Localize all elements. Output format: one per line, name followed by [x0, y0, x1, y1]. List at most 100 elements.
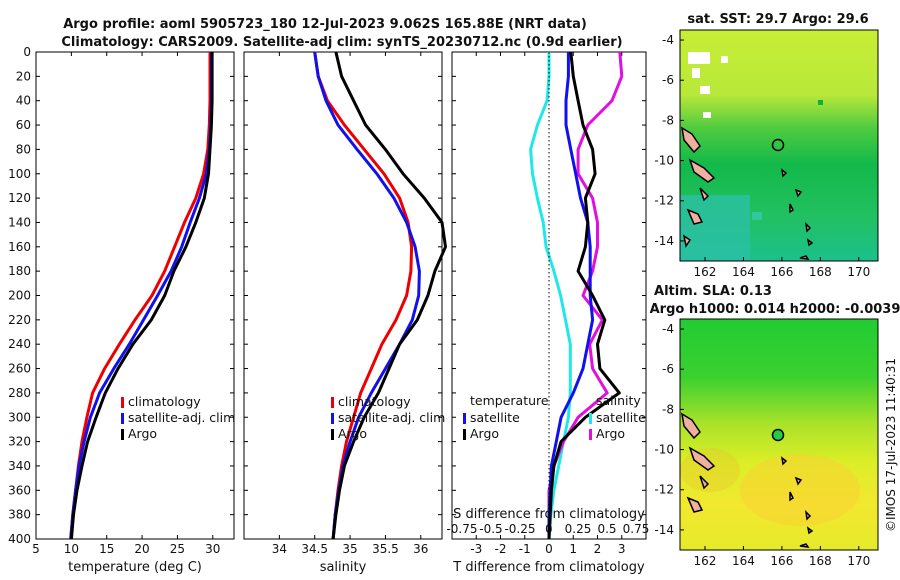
difference-legend: temperature satellite Argo salinity sate… [463, 393, 646, 441]
map-x-tick-label: 166 [770, 265, 793, 279]
legend-climatology: climatology [338, 394, 411, 409]
legend-swatch-t-satellite [463, 413, 466, 424]
x-tick-label: 3 [618, 542, 626, 556]
sla-map-title1: Altim. SLA: 0.13 [654, 284, 772, 299]
temperature-line-1 [69, 52, 213, 540]
map-x-tick-label: 164 [732, 554, 755, 568]
y-tick-label: 280 [8, 386, 31, 400]
legend-swatch-climatology [121, 397, 124, 408]
sdiff-xlabel: S difference from climatology [453, 507, 645, 522]
temperature-line-2 [69, 52, 214, 540]
x-tick-label: 0 [545, 542, 553, 556]
y-tick-label: 140 [8, 215, 31, 229]
temperature-axes [35, 51, 235, 540]
sdiff-tick-label: 0.75 [623, 522, 650, 536]
salinity-line-1 [313, 51, 421, 540]
temperature-xlabel: temperature (deg C) [68, 560, 202, 575]
y-tick-label: 20 [16, 69, 31, 83]
map-y-tick-label: -4 [662, 322, 674, 336]
x-tick-label: 35.5 [372, 542, 399, 556]
legend-t-satellite: satellite [470, 410, 520, 425]
legend-swatch-argo [331, 429, 334, 440]
x-tick-label: -1 [519, 542, 531, 556]
map-x-tick-label: 162 [694, 554, 717, 568]
x-tick-label: 30 [205, 542, 220, 556]
legend-temperature-title: temperature [470, 393, 549, 408]
tdiff-argo-line [547, 51, 621, 540]
credit-text: ©IMOS 17-Jul-2023 11:40:31 [884, 358, 898, 532]
salinity-line-2 [331, 51, 447, 540]
argo-position-marker [771, 138, 785, 152]
salinity-xlabel: salinity [320, 560, 367, 575]
tdiff-satellite-line [547, 52, 595, 539]
legend-swatch-s-argo [589, 429, 592, 440]
legend-salinity-title: salinity [596, 393, 641, 408]
argo-position-marker [771, 428, 785, 442]
y-tick-label: 360 [8, 483, 31, 497]
legend-s-satellite: satellite [596, 410, 646, 425]
x-tick-label: 1 [569, 542, 577, 556]
y-tick-label: 260 [8, 362, 31, 376]
map-y-tick-label: -10 [654, 154, 674, 168]
x-tick-label: 36 [413, 542, 428, 556]
y-tick-label: 400 [8, 532, 31, 546]
map-y-tick-label: -12 [654, 483, 674, 497]
map-x-tick-label: 168 [809, 554, 832, 568]
map-x-tick-label: 168 [809, 265, 832, 279]
sdiff-tick-label: 0.5 [597, 522, 616, 536]
y-tick-label: 220 [8, 313, 31, 327]
sst-map [680, 30, 878, 261]
y-tick-label: 80 [16, 142, 31, 156]
sdiff-tick-label: -0.75 [446, 522, 477, 536]
map-y-tick-label: -8 [662, 402, 674, 416]
map-x-tick-label: 162 [694, 265, 717, 279]
y-tick-label: 300 [8, 410, 31, 424]
legend-t-argo: Argo [470, 426, 499, 441]
sla-map [680, 319, 878, 550]
x-tick-label: -2 [495, 542, 507, 556]
sla-map-title2: Argo h1000: 0.014 h2000: -0.0039 [650, 302, 900, 317]
legend-swatch-s-satellite [589, 413, 592, 424]
legend-swatch-satellite [331, 413, 334, 424]
x-tick-label: 10 [64, 542, 79, 556]
salinity-legend: climatology satellite-adj. clim Argo [331, 394, 445, 441]
y-tick-label: 380 [8, 508, 31, 522]
x-tick-label: 34.5 [301, 542, 328, 556]
legend-argo: Argo [338, 426, 367, 441]
figure-title-line1: Argo profile: aoml 5905723_180 12-Jul-20… [63, 17, 587, 32]
y-tick-label: 60 [16, 118, 31, 132]
y-tick-label: 240 [8, 337, 31, 351]
map-y-tick-label: -14 [654, 523, 674, 537]
legend-swatch-argo [121, 429, 124, 440]
y-tick-label: 320 [8, 435, 31, 449]
legend-s-argo: Argo [596, 426, 625, 441]
x-tick-label: 5 [32, 542, 40, 556]
y-tick-label: 180 [8, 264, 31, 278]
legend-climatology: climatology [128, 394, 201, 409]
sdiff-tick-label: 0.25 [565, 522, 592, 536]
legend-satellite: satellite-adj. clim [338, 410, 445, 425]
difference-xlabel: T difference from climatology [452, 560, 645, 575]
y-tick-label: 200 [8, 289, 31, 303]
legend-swatch-t-argo [463, 429, 466, 440]
figure-title-line2: Climatology: CARS2009. Satellite-adj cli… [61, 35, 622, 50]
map-x-tick-label: 170 [847, 554, 870, 568]
sdiff-tick-label: -0.25 [504, 522, 535, 536]
map-y-tick-label: -14 [654, 234, 674, 248]
map-y-tick-label: -8 [662, 113, 674, 127]
temperature-legend: climatology satellite-adj. clim Argo [121, 394, 235, 441]
y-tick-label: 0 [23, 45, 31, 59]
x-tick-label: 20 [134, 542, 149, 556]
map-y-tick-label: -6 [662, 73, 674, 87]
map-y-tick-label: -4 [662, 33, 674, 47]
x-tick-label: 34 [272, 542, 287, 556]
x-tick-label: -3 [470, 542, 482, 556]
map-y-tick-label: -10 [654, 443, 674, 457]
legend-argo: Argo [128, 426, 157, 441]
legend-satellite: satellite-adj. clim [128, 410, 235, 425]
sst-map-title: sat. SST: 29.7 Argo: 29.6 [687, 12, 868, 27]
x-tick-label: 15 [99, 542, 114, 556]
map-x-tick-label: 166 [770, 554, 793, 568]
y-tick-label: 100 [8, 167, 31, 181]
